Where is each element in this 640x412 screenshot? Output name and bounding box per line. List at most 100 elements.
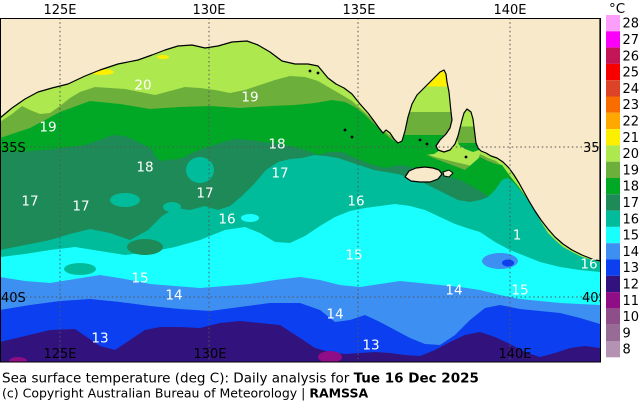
bottom-axis-labels: 125E 130E 140E (43, 347, 531, 362)
colorbar-value-label: 12 (623, 277, 640, 292)
longitude-tick-label: 135E (342, 3, 375, 18)
sst-contour-label: 17 (196, 186, 213, 202)
colorbar-swatch (606, 178, 620, 195)
colorbar-value-label: 14 (623, 245, 640, 260)
latitude-tick-label: 40S (582, 291, 607, 306)
colorbar-swatch (606, 210, 620, 227)
sst-contour-label: 19 (39, 120, 56, 136)
colorbar-swatch (606, 161, 620, 178)
colorbar-value-label: 20 (623, 147, 640, 162)
map-border (0, 18, 601, 363)
colorbar-unit-label: °C (609, 1, 625, 17)
sst-contour-label: 18 (268, 137, 285, 153)
colorbar-swatch (606, 31, 620, 48)
colorbar-swatch (606, 129, 620, 146)
sst-contour-label: 17 (21, 194, 38, 210)
sst-contour-label: 16 (218, 212, 235, 228)
colorbar-swatch (606, 292, 620, 309)
colorbar-value-label: 11 (623, 294, 640, 309)
sst-contour-label: 16 (347, 194, 364, 210)
longitude-tick-label: 125E (43, 347, 76, 362)
graticule (0, 18, 600, 362)
sst-contour-label: 17 (271, 166, 288, 182)
latitude-tick-label: 40S (1, 291, 26, 306)
colorbar-value-label: 18 (623, 180, 640, 195)
colorbar-swatch (606, 226, 620, 244)
colorbar-value-label: 16 (623, 212, 640, 227)
colorbar-value-label: 24 (623, 82, 640, 97)
sst-contour-label: 15 (345, 248, 362, 264)
caption: Sea surface temperature (deg C): Daily a… (2, 371, 479, 401)
sst-patch-16 (64, 263, 96, 275)
colorbar-value-label: 10 (623, 310, 640, 325)
colorbar-value-label: 22 (623, 114, 640, 129)
sst-contour-label: 15 (131, 271, 148, 287)
longitude-tick-label: 130E (193, 347, 226, 362)
colorbar-swatch (606, 308, 620, 325)
island (442, 169, 454, 178)
longitude-tick-label: 140E (493, 3, 526, 18)
sst-patch-11 (318, 351, 342, 362)
sst-contour-label: 1 (513, 228, 522, 244)
colorbar-swatch (606, 341, 620, 358)
colorbar-swatch (606, 47, 620, 64)
sst-contour-label: 16 (580, 257, 597, 273)
sst-contour-label: 18 (136, 160, 153, 176)
contour-labels: 20 19 19 18 18 17 17 17 17 16 16 16 1 15 15 15 14 14 14 13 1… (21, 78, 597, 354)
sst-patch-16 (186, 157, 214, 183)
caption-title: Sea surface temperature (deg C): Daily a… (2, 371, 479, 387)
australia-landmass (0, 18, 601, 262)
colorbar-swatch (606, 96, 620, 113)
sst-contour-label: 13 (91, 331, 108, 347)
sst-patch-13 (502, 259, 514, 267)
top-axis-labels: 125E 130E 135E 140E (43, 3, 526, 18)
colorbar-swatch (606, 63, 620, 81)
left-axis-labels: 35S 40S (1, 141, 26, 306)
colorbar-value-label: 9 (623, 326, 631, 341)
sst-contour-label: 19 (241, 90, 258, 106)
sst-patch-15 (241, 214, 259, 222)
longitude-tick-label: 130E (192, 3, 225, 18)
sst-contour-label: 17 (72, 199, 89, 215)
colorbar-swatch (606, 275, 620, 293)
sst-contour-label: 15 (511, 283, 528, 299)
sst-patch-16 (163, 202, 181, 212)
colorbar-value-label: 19 (623, 163, 640, 178)
colorbar-value-label: 28 (623, 17, 640, 32)
sst-patch-21 (157, 55, 169, 59)
colorbar-swatch (606, 243, 620, 260)
sst-contour-label: 20 (134, 78, 151, 94)
colorbar-value-label: 23 (623, 98, 640, 113)
colorbar-value-label: 15 (623, 229, 640, 244)
colorbar-swatch (606, 112, 620, 130)
colorbar-value-label: 25 (623, 66, 640, 81)
sst-contour-label: 13 (362, 338, 379, 354)
colorbar-swatch (606, 80, 620, 97)
sst-band-12 (0, 321, 600, 362)
longitude-tick-label: 125E (43, 3, 76, 18)
sst-patch-17 (127, 239, 163, 255)
right-axis-labels: 35S 40S (582, 141, 607, 306)
colorbar-swatch (606, 15, 620, 32)
caption-copyright: (c) Copyright Australian Bureau of Meteo… (2, 386, 368, 401)
sst-contour-label: 14 (326, 307, 343, 323)
colorbar-value-label: 21 (623, 131, 640, 146)
colorbar-value-label: 17 (623, 196, 640, 211)
colorbar-value-label: 26 (623, 49, 640, 64)
sst-patch-11 (9, 357, 27, 362)
colorbar-swatch (606, 145, 620, 162)
colorbar-swatch (606, 259, 620, 276)
longitude-tick-label: 140E (498, 347, 531, 362)
kangaroo-island (404, 166, 443, 183)
sst-patch-18 (152, 127, 174, 161)
small-islands (308, 69, 468, 159)
latitude-tick-label: 35S (1, 141, 26, 156)
spencer-gulf-water (394, 65, 453, 155)
colorbar-swatch (606, 194, 620, 211)
colorbar-value-label: 27 (623, 33, 640, 48)
sst-contour-label: 14 (165, 288, 182, 304)
colorbar-value-label: 8 (623, 343, 631, 358)
